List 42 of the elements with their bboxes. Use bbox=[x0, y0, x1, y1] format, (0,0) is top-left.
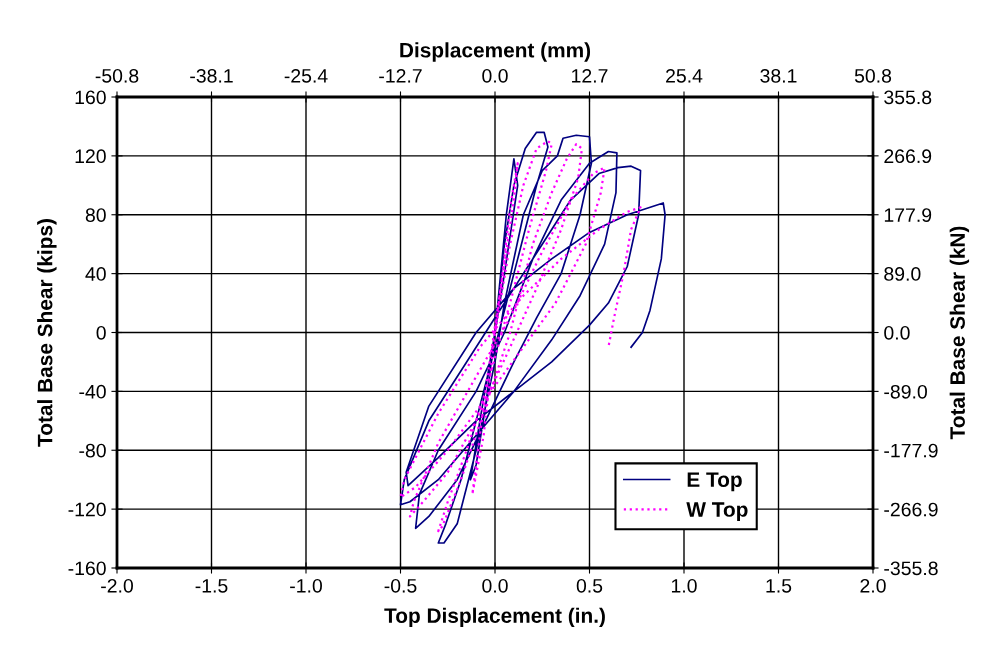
y2-tick-label: 355.8 bbox=[884, 90, 932, 105]
x2-tick-label: -38.1 bbox=[190, 68, 233, 83]
x-tick-label: 2.0 bbox=[860, 578, 886, 593]
x2-tick-label: -50.8 bbox=[95, 68, 139, 83]
x-tick-label: 1.5 bbox=[766, 579, 792, 593]
legend-label: W Top bbox=[686, 502, 748, 521]
x2-tick-label: 50.8 bbox=[854, 68, 892, 83]
y-tick-label: 40 bbox=[85, 267, 106, 281]
y2-axis-title: Total Base Shear (kN) bbox=[949, 226, 970, 440]
legend-label: E Top bbox=[687, 472, 742, 492]
y-tick-label: 80 bbox=[85, 208, 106, 222]
x2-tick-label: 25.4 bbox=[666, 68, 703, 83]
x2-tick-label: 38.1 bbox=[760, 68, 797, 83]
x-tick-label: -2.0 bbox=[101, 578, 133, 593]
y-tick-label: -120 bbox=[68, 502, 106, 517]
y-axis-title: Total Base Shear (kips) bbox=[37, 219, 57, 447]
x-axis-title: Top Displacement (in.) bbox=[384, 607, 605, 628]
y2-tick-label: -177.9 bbox=[884, 443, 938, 458]
y2-tick-label: -266.9 bbox=[884, 502, 938, 517]
y2-tick-label: 177.9 bbox=[884, 208, 932, 222]
x-tick-label: 0.5 bbox=[576, 578, 603, 593]
x-tick-label: -0.5 bbox=[384, 578, 417, 593]
y-tick-label: 120 bbox=[75, 149, 106, 164]
y2-tick-label: 89.0 bbox=[884, 267, 921, 281]
x-tick-label: -1.0 bbox=[290, 578, 322, 593]
y2-tick-label: -355.8 bbox=[884, 561, 938, 576]
x2-axis-title: Displacement (mm) bbox=[400, 42, 591, 62]
x2-tick-label: -12.7 bbox=[379, 68, 422, 83]
x2-tick-label: 0.0 bbox=[482, 68, 508, 83]
x-tick-label: -1.5 bbox=[195, 579, 228, 593]
x-tick-label: 1.0 bbox=[671, 578, 697, 593]
y2-tick-label: 0.0 bbox=[884, 325, 910, 340]
y2-tick-label: 266.9 bbox=[884, 149, 932, 164]
y-tick-label: -40 bbox=[79, 384, 106, 399]
x-tick-label: 0.0 bbox=[482, 578, 508, 593]
y2-tick-label: -89.0 bbox=[884, 384, 927, 399]
y-tick-label: -160 bbox=[68, 561, 106, 576]
y-tick-label: 0 bbox=[96, 325, 106, 340]
x2-tick-label: 12.7 bbox=[572, 68, 608, 83]
y-tick-label: -80 bbox=[79, 443, 106, 458]
x2-tick-label: -25.4 bbox=[284, 68, 328, 83]
y-tick-label: 160 bbox=[75, 90, 106, 105]
